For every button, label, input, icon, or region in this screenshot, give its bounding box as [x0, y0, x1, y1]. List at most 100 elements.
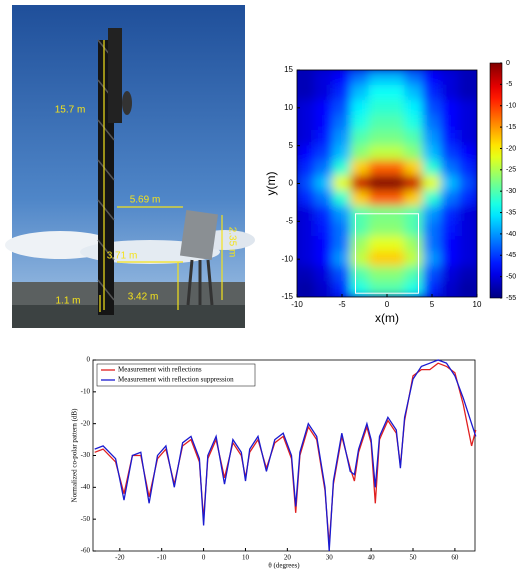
cell — [404, 145, 424, 162]
cell — [350, 114, 370, 132]
cell — [404, 70, 424, 86]
cell — [350, 175, 370, 192]
cell — [332, 84, 352, 101]
cell — [422, 175, 442, 192]
cell — [386, 160, 406, 177]
cell — [332, 130, 352, 147]
cell — [297, 84, 316, 101]
cell — [440, 235, 460, 253]
cell — [332, 160, 352, 177]
cell — [386, 145, 406, 162]
y-tick-label: 10 — [284, 103, 293, 112]
colorbar-tick-label: -20 — [506, 145, 516, 152]
colorbar-tick-label: -45 — [506, 252, 516, 259]
cell — [314, 70, 334, 86]
cell — [386, 130, 406, 147]
y-tick-label: -30 — [81, 451, 91, 459]
cell — [350, 160, 370, 177]
cell — [440, 70, 460, 86]
tripod — [186, 259, 214, 306]
antenna — [108, 28, 122, 123]
x-tick-label: 60 — [451, 554, 459, 562]
cell — [297, 145, 316, 162]
cell — [422, 99, 442, 116]
cell — [350, 281, 370, 297]
cell — [386, 235, 406, 253]
cell — [314, 281, 334, 297]
cell — [332, 266, 352, 283]
cell — [440, 160, 460, 177]
cell — [404, 190, 424, 207]
colorbar — [489, 62, 503, 299]
cell — [314, 251, 334, 268]
y-tick-label: -60 — [81, 547, 91, 555]
y-tick-label: -15 — [281, 292, 293, 301]
colorbar-tick-label: -10 — [506, 103, 516, 110]
x-tick-label: 50 — [410, 554, 418, 562]
cell — [314, 160, 334, 177]
cell — [458, 220, 477, 237]
photo: 15.7 m 5.69 m 3.71 m 3.42 m 2.35 m 1.1 m — [5, 5, 255, 328]
cell — [368, 130, 388, 147]
cell — [458, 205, 477, 222]
cell — [404, 266, 424, 283]
x-tick-label: 30 — [326, 554, 334, 562]
cell — [368, 99, 388, 116]
dimension-label: 2.35 m — [226, 227, 237, 258]
dimension-label: 3.42 m — [128, 292, 159, 303]
cell — [297, 160, 316, 177]
radar — [179, 209, 219, 261]
cell — [314, 175, 334, 192]
cell — [386, 99, 406, 116]
legend: Measurement with reflections Measurement … — [96, 363, 256, 387]
dish — [122, 91, 132, 115]
cell — [350, 251, 370, 268]
cell — [386, 251, 406, 268]
cell — [368, 175, 388, 192]
cell — [350, 235, 370, 253]
cell — [350, 145, 370, 162]
cell — [440, 99, 460, 116]
cell — [404, 130, 424, 147]
colorbar-tick-label: -30 — [506, 188, 516, 195]
x-tick-label: -10 — [291, 300, 303, 309]
x-tick-label: 10 — [473, 300, 482, 309]
cell — [332, 235, 352, 253]
cell — [458, 114, 477, 132]
x-tick-label: 10 — [242, 554, 250, 562]
cell — [386, 114, 406, 132]
y-tick-label: -20 — [81, 419, 91, 427]
cell — [332, 114, 352, 132]
cell — [458, 84, 477, 101]
sky — [12, 5, 245, 328]
cell — [440, 281, 460, 297]
cell — [386, 175, 406, 192]
x-tick-label: 40 — [368, 554, 376, 562]
cell — [458, 160, 477, 177]
cell — [368, 235, 388, 253]
y-tick-label: -10 — [81, 387, 91, 395]
y-axis-label: Normalized co-polar pattern (dB) — [71, 408, 79, 503]
colorbar-tick-label: -15 — [506, 124, 516, 131]
cell — [422, 160, 442, 177]
cell — [368, 145, 388, 162]
colorbar-tick-label: -5 — [506, 81, 512, 88]
cell — [422, 251, 442, 268]
cell — [386, 70, 406, 86]
cell — [458, 145, 477, 162]
cell — [458, 70, 477, 86]
cell — [440, 114, 460, 132]
roof — [12, 305, 245, 328]
cell — [350, 220, 370, 237]
cell — [368, 160, 388, 177]
cell — [297, 251, 316, 268]
cell — [297, 235, 316, 253]
x-tick-label: 0 — [202, 554, 206, 562]
cell — [422, 70, 442, 86]
cell — [350, 84, 370, 101]
cell — [314, 114, 334, 132]
cell — [458, 190, 477, 207]
cell — [422, 114, 442, 132]
cell — [386, 220, 406, 237]
cell — [332, 205, 352, 222]
